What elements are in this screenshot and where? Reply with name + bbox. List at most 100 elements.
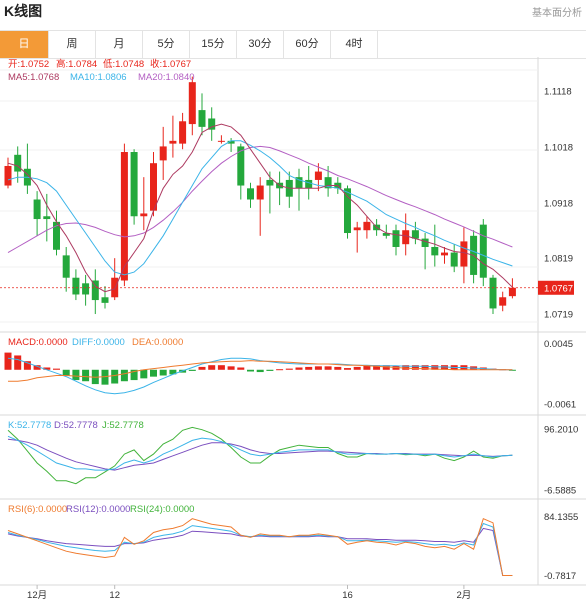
candle-body [441, 252, 448, 256]
macd-bar [130, 369, 138, 381]
candle-body [402, 230, 410, 245]
j-line [7, 426, 513, 485]
macd-bar [198, 366, 206, 370]
tab-4[interactable]: 15分 [190, 31, 237, 58]
macd-bar [237, 367, 245, 370]
tab-5[interactable]: 30分 [237, 31, 284, 58]
macd-bar [217, 365, 225, 370]
macd-tick-label: -0.0061 [544, 400, 576, 411]
macd-bar [363, 365, 371, 370]
candle-body [150, 163, 157, 211]
kdj-tick-label: -6.5885 [544, 486, 576, 497]
k-line [7, 435, 513, 471]
rsi24-line [7, 527, 513, 576]
candle-body [53, 221, 60, 250]
ohlc-2: 低:1.0748 [103, 58, 144, 70]
rsi-legend-0: RSI(6):0.0000 [8, 504, 67, 515]
kdj-tick-label: 96.2010 [544, 425, 578, 436]
macd-bar [411, 365, 419, 370]
candle-body [227, 140, 235, 144]
candle-body [460, 241, 468, 267]
tab-6[interactable]: 60分 [284, 31, 331, 58]
macd-bar [101, 369, 109, 385]
rsi-legend-1: RSI(12):0.0000 [66, 504, 130, 515]
candle-body [324, 177, 332, 189]
candle-body [499, 297, 507, 306]
tab-1[interactable]: 周 [49, 31, 96, 58]
macd-bar [373, 365, 381, 370]
macd-bar [256, 369, 264, 373]
rsi6-line [7, 518, 513, 576]
candle-body [431, 246, 439, 256]
macd-bar [188, 369, 196, 371]
tab-3[interactable]: 5分 [143, 31, 190, 58]
macd-bar [334, 366, 342, 370]
macd-legend-2: DEA:0.0000 [132, 337, 183, 348]
candle-body [421, 238, 429, 247]
macd-bar [305, 366, 313, 370]
ma-legend-0: MA5:1.0768 [8, 72, 59, 83]
candle-body [33, 199, 41, 220]
macd-bar [159, 369, 167, 376]
candle-body [188, 82, 196, 125]
candle-body [411, 230, 419, 239]
analysis-link[interactable]: 基本面分析 [532, 8, 582, 19]
macd-bar [150, 369, 157, 377]
macd-bar [140, 369, 148, 379]
candle-body [344, 188, 351, 234]
macd-bar [276, 369, 284, 371]
tab-7[interactable]: 4时 [331, 31, 378, 58]
macd-bar [314, 366, 322, 370]
kdj-legend-0: K:52.7778 [8, 420, 51, 431]
candle-body [208, 118, 216, 130]
ohlc-3: 收:1.0767 [150, 58, 191, 70]
x-tick-label: 16 [342, 590, 353, 600]
rsi-legend-2: RSI(24):0.0000 [130, 504, 194, 515]
candle-body [266, 179, 274, 186]
macd-bar [82, 369, 90, 382]
macd-legend-0: MACD:0.0000 [8, 337, 68, 348]
macd-bar [324, 366, 332, 370]
current-price-tag [538, 280, 574, 295]
candle-body [305, 179, 313, 189]
macd-bar [353, 366, 361, 370]
rsi12-line [7, 522, 513, 576]
period-tabs: 日周月 5分 15分 30分 60分 4时 [0, 30, 586, 59]
x-tick-label: 2月 [457, 590, 472, 600]
candle-body [91, 280, 99, 301]
macd-bar [53, 368, 60, 370]
candle-body [120, 152, 128, 281]
candle-body [140, 213, 148, 217]
candle-body [43, 216, 51, 220]
macd-bar [33, 365, 41, 370]
ma20-line [7, 145, 513, 254]
x-tick-label: 12 [109, 590, 120, 600]
tab-0[interactable]: 日 [0, 31, 49, 58]
candle-body [256, 185, 264, 200]
macd-bar [4, 352, 12, 370]
macd-bar [247, 369, 254, 372]
candle-body [159, 146, 167, 161]
tab-2[interactable]: 月 [96, 31, 143, 58]
macd-tick-label: 0.0045 [544, 339, 573, 350]
macd-bar [431, 365, 439, 370]
candle-body [72, 277, 80, 295]
macd-bar [266, 369, 274, 371]
page-title: K线图 [4, 3, 43, 19]
macd-bar [111, 369, 119, 384]
candle-body [169, 140, 177, 144]
macd-bar [441, 365, 448, 370]
candle-body [450, 252, 458, 267]
x-tick-label: 12月 [27, 590, 47, 600]
macd-bar [14, 355, 22, 370]
current-price-label: 1.0767 [544, 283, 573, 294]
macd-bar [208, 365, 216, 370]
ma10-line [7, 140, 513, 276]
macd-bar [285, 368, 293, 370]
candle-body [363, 221, 371, 231]
macd-bar [227, 366, 235, 370]
macd-bar [120, 369, 128, 382]
macd-bar [62, 369, 70, 376]
dea-line [8, 360, 513, 382]
candle-body [62, 255, 70, 278]
